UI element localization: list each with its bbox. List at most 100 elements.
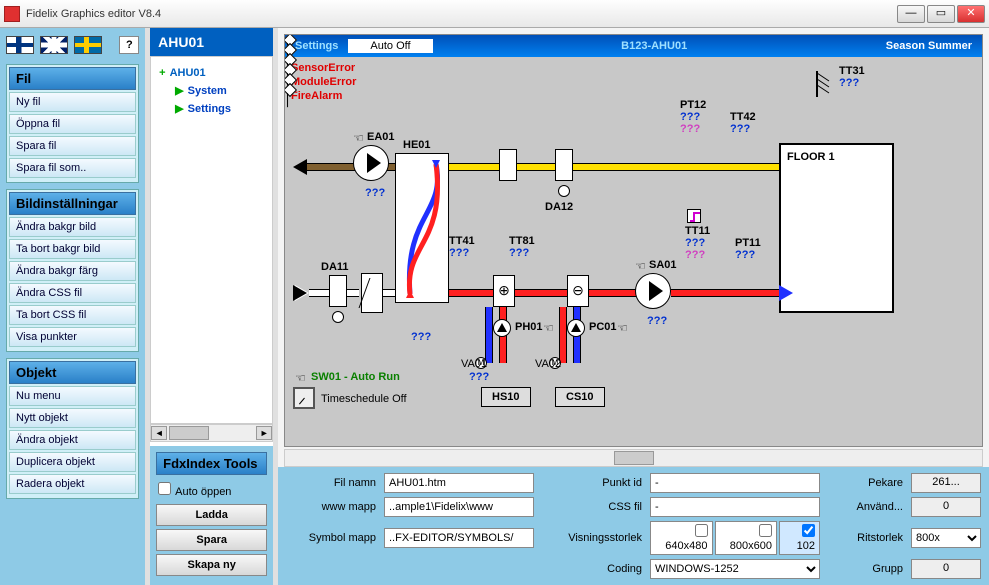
value-ea01: ??? [365,187,385,199]
size-1024[interactable]: 102 [779,521,820,555]
menuitem-oppna-fil[interactable]: Öppna fil [9,114,136,134]
label-va01: VA01 [461,358,487,370]
label-tt31: TT31 [839,65,865,77]
pump-pc01[interactable] [567,319,585,337]
app-icon [4,6,20,22]
heating-coil[interactable]: ⊕ [493,275,515,307]
menuitem-tabort-bakgr-bild[interactable]: Ta bort bakgr bild [9,239,136,259]
label-pt11: PT11 [735,237,761,249]
lbl-visn: Visningsstorlek [542,532,642,544]
menuitem-nytt-objekt[interactable]: Nytt objekt [9,408,136,428]
canvas-topbar: Settings Auto Off B123-AHU01 Season Summ… [285,35,982,57]
arrow-supply-in [293,285,307,301]
menuitem-duplicera-objekt[interactable]: Duplicera objekt [9,452,136,472]
scroll-left-icon[interactable]: ◄ [151,426,167,440]
tree-header: AHU01 [150,28,273,56]
label-sa01: SA01 [649,259,677,271]
fan-sa01[interactable] [635,273,671,309]
main-area: Settings Auto Off B123-AHU01 Season Summ… [278,28,989,585]
value-va01: ??? [469,371,489,383]
close-button[interactable]: ✕ [957,5,985,23]
label-tt42: TT42 [730,111,756,123]
help-button[interactable]: ? [119,36,139,54]
pipe-heat-b [485,307,493,363]
flag-english[interactable] [40,36,68,54]
menuitem-nu-menu[interactable]: Nu menu [9,386,136,406]
objekt-header: Objekt [9,361,136,384]
topbar-unit: B123-AHU01 [433,40,876,52]
canvas-wrap: Settings Auto Off B123-AHU01 Season Summ… [278,28,989,467]
input-www[interactable] [384,497,534,517]
tree-scrollbar[interactable]: ◄ ► [150,424,273,442]
flag-finnish[interactable] [6,36,34,54]
tree-root[interactable]: +AHU01 [157,63,266,81]
label-da12: DA12 [545,201,573,213]
minimize-button[interactable]: — [897,5,925,23]
label-pt12: PT12 [680,99,706,111]
menuitem-andra-bakgr-bild[interactable]: Ändra bakgr bild [9,217,136,237]
value-tt41: ??? [449,247,475,259]
hvac-canvas[interactable]: Settings Auto Off B123-AHU01 Season Summ… [284,34,983,447]
select-coding[interactable]: WINDOWS-1252 [650,559,820,579]
menuitem-ny-fil[interactable]: Ny fil [9,92,136,112]
fdx-ladda-button[interactable]: Ladda [156,504,267,526]
arrow-supply-out [779,285,793,301]
label-ph01: PH01 [515,321,543,333]
damper-da12[interactable] [555,149,573,181]
menuitem-andra-bakgr-farg[interactable]: Ändra bakgr färg [9,261,136,281]
fdx-auto-checkbox[interactable]: Auto öppen [156,479,267,501]
damper-da11[interactable] [329,275,347,307]
menuitem-tabort-css[interactable]: Ta bort CSS fil [9,305,136,325]
floor1-box[interactable]: FLOOR 1 [779,143,894,313]
fil-panel: Fil Ny fil Öppna fil Spara fil Spara fil… [6,64,139,183]
menuitem-andra-objekt[interactable]: Ändra objekt [9,430,136,450]
fil-header: Fil [9,67,136,90]
fan-ea01[interactable] [353,145,389,181]
size-800[interactable]: 800x600 [715,521,778,555]
fdx-skapa-button[interactable]: Skapa ny [156,554,267,576]
menuitem-spara-fil-som[interactable]: Spara fil som.. [9,158,136,178]
fdx-spara-button[interactable]: Spara [156,529,267,551]
setpoint-tt11: ??? [685,249,710,261]
heatexchanger-he01[interactable] [395,153,449,303]
tree-column: AHU01 +AHU01 ▶System ▶Settings ◄ ► FdxIn… [150,28,273,585]
pump-ph01[interactable] [493,319,511,337]
select-rit[interactable]: 800x [911,528,981,548]
hand-icon-sa01: ☜ [635,259,646,273]
input-filnamn[interactable] [384,473,534,493]
menuitem-andra-css[interactable]: Ändra CSS fil [9,283,136,303]
input-punktid[interactable] [650,473,820,493]
label-da11: DA11 [321,261,349,273]
clock-icon[interactable] [293,387,315,409]
topbar-auto[interactable]: Auto Off [348,39,432,53]
tree-settings[interactable]: ▶Settings [157,99,266,117]
scroll-thumb[interactable] [169,426,209,440]
flag-swedish[interactable] [74,36,102,54]
cooling-coil[interactable]: ⊖ [567,275,589,307]
tree-system[interactable]: ▶System [157,81,266,99]
fdx-auto-label: Auto öppen [175,486,231,498]
input-symbol[interactable] [384,528,534,548]
canvas-hscroll-thumb[interactable] [614,451,654,465]
setpoint-pt12: ??? [680,123,706,135]
button-hs10[interactable]: HS10 [481,387,531,407]
outdoor-sensor-icon [815,69,837,99]
size-640[interactable]: 640x480 [650,521,713,555]
canvas-hscroll[interactable] [284,449,983,467]
menuitem-visa-punkter[interactable]: Visa punkter [9,327,136,347]
lbl-grupp: Grupp [828,563,903,575]
filter-supply[interactable] [361,273,383,313]
button-cs10[interactable]: CS10 [555,387,605,407]
input-cssfil[interactable] [650,497,820,517]
lbl-coding: Coding [542,563,642,575]
menuitem-radera-objekt[interactable]: Radera objekt [9,474,136,494]
arrow-exhaust-out [293,159,307,175]
maximize-button[interactable]: ▭ [927,5,955,23]
damper-upper[interactable] [499,149,517,181]
scroll-right-icon[interactable]: ► [256,426,272,440]
bild-header: Bildinställningar [9,192,136,215]
menuitem-spara-fil[interactable]: Spara fil [9,136,136,156]
pipe-supply-hot [449,289,637,297]
error-list: SensorError ModuleError FireAlarm [291,61,356,103]
value-tt42: ??? [730,123,756,135]
